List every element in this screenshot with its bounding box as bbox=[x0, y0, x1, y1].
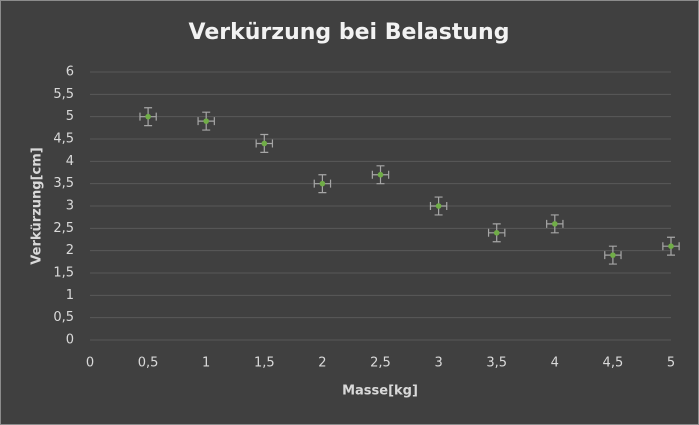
y-tick-label: 0,5 bbox=[53, 310, 74, 325]
y-tick-label: 1 bbox=[66, 288, 74, 303]
x-tick-label: 4,5 bbox=[603, 356, 624, 371]
point bbox=[610, 252, 616, 258]
x-tick-label: 3 bbox=[434, 356, 442, 371]
y-tick-label: 5 bbox=[66, 109, 74, 124]
x-tick-label: 1 bbox=[202, 356, 210, 371]
y-tick-label: 1,5 bbox=[53, 266, 74, 281]
y-tick-label: 4 bbox=[66, 154, 74, 169]
y-axis-label: Verkürzung[cm] bbox=[30, 147, 45, 264]
point bbox=[145, 113, 151, 120]
point bbox=[319, 180, 326, 187]
point bbox=[552, 221, 558, 227]
y-tick-label: 6 bbox=[66, 65, 74, 80]
point bbox=[668, 243, 674, 249]
point bbox=[493, 230, 500, 236]
y-tick-label: 2,5 bbox=[53, 221, 74, 236]
point bbox=[377, 171, 384, 178]
x-tick-label: 2,5 bbox=[370, 356, 391, 371]
x-tick-label: 5 bbox=[667, 356, 675, 371]
x-tick-label: 3,5 bbox=[486, 356, 507, 371]
chart-title: Verkürzung bei Belastung bbox=[189, 20, 510, 45]
x-tick-label: 2 bbox=[318, 356, 326, 371]
y-tick-label: 0 bbox=[66, 333, 74, 348]
y-tick-label: 5,5 bbox=[53, 87, 74, 102]
y-tick-label: 2 bbox=[66, 243, 74, 258]
x-tick-label: 0,5 bbox=[138, 356, 159, 371]
y-tick-label: 3,5 bbox=[53, 176, 74, 191]
x-tick-label: 4 bbox=[551, 356, 559, 371]
x-tick-label: 1,5 bbox=[254, 356, 275, 371]
y-tick-label: 3 bbox=[66, 199, 74, 214]
x-tick-label: 0 bbox=[86, 356, 94, 371]
point bbox=[261, 140, 268, 147]
x-axis-label: Masse[kg] bbox=[342, 384, 418, 399]
point bbox=[203, 118, 209, 124]
point bbox=[435, 203, 442, 209]
y-tick-label: 4,5 bbox=[53, 132, 74, 147]
